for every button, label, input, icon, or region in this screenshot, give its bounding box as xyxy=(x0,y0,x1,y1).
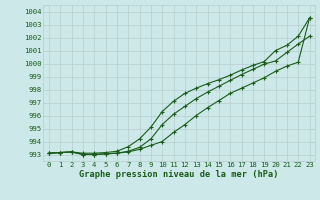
X-axis label: Graphe pression niveau de la mer (hPa): Graphe pression niveau de la mer (hPa) xyxy=(79,170,279,179)
